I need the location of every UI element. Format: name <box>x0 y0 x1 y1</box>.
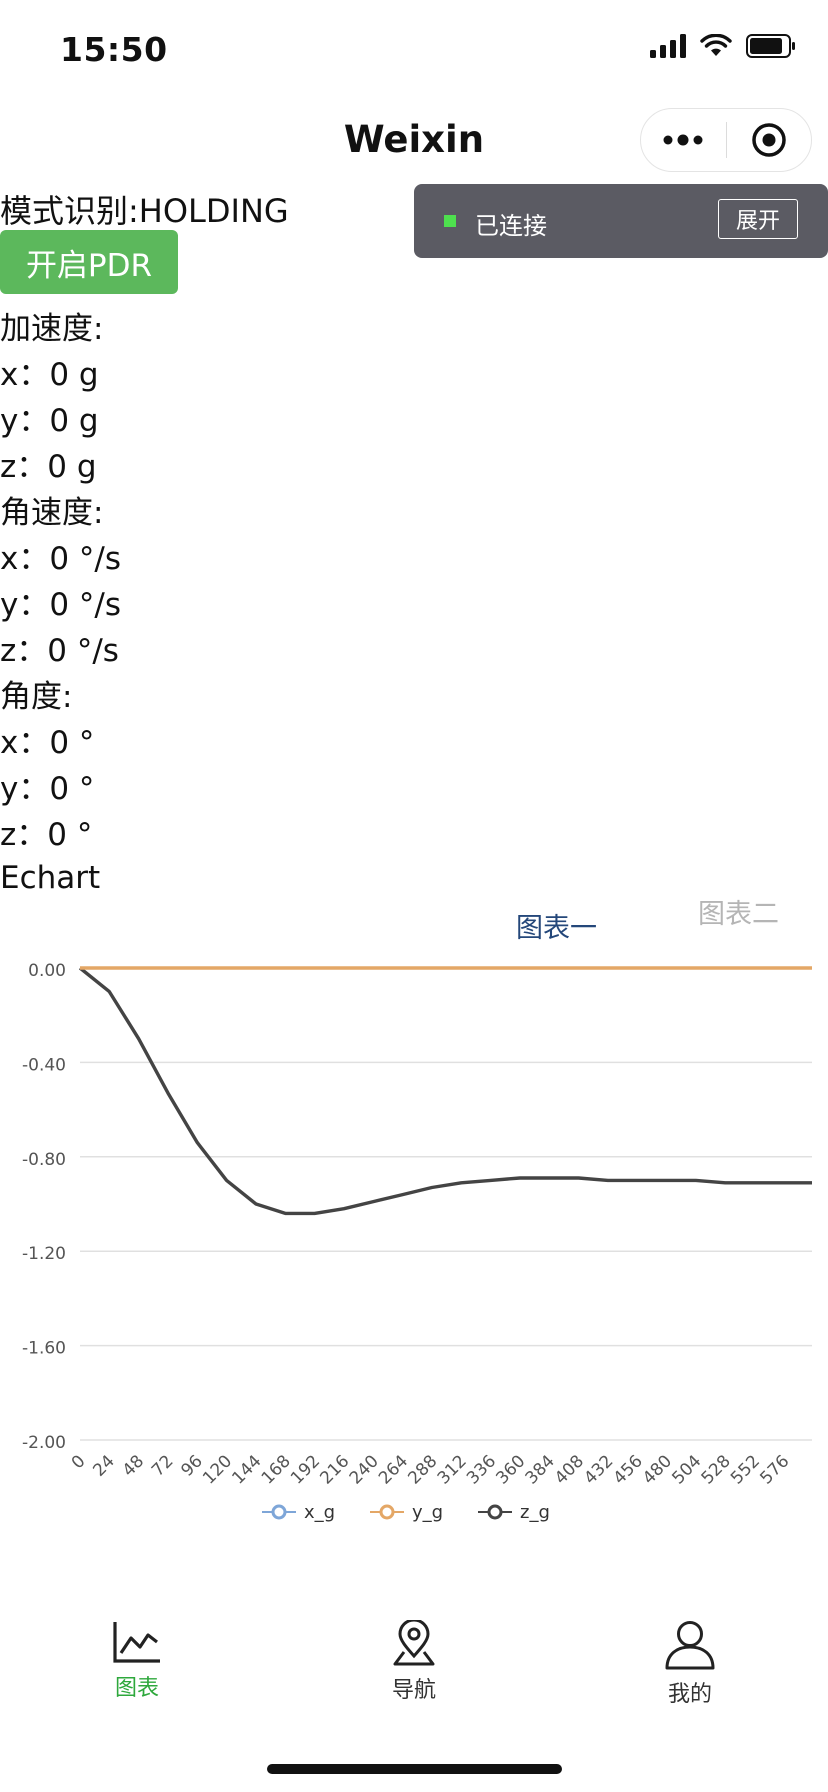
y-tick-label: -0.80 <box>22 1150 66 1170</box>
y-tick-label: 0.00 <box>28 961 66 981</box>
status-bar: 15:50 <box>0 0 828 96</box>
title-bar: Weixin <box>0 100 828 180</box>
accel-x-value: x：0 g <box>0 357 99 393</box>
legend-label: x_g <box>304 1502 335 1523</box>
x-tick-label: 504 <box>668 1451 705 1488</box>
accel-heading: 加速度: <box>0 311 104 347</box>
x-tick-label: 48 <box>119 1451 148 1480</box>
tab-navigation-label: 导航 <box>391 1678 436 1703</box>
x-tick-label: 0 <box>68 1451 90 1473</box>
tab-chart[interactable]: 图表 <box>67 1620 207 1702</box>
chart-tab-one[interactable]: 图表一 <box>516 913 597 944</box>
acceleration-line-chart: 0.00-0.40-0.80-1.20-1.60-2.000 24 48 72 9612… <box>22 961 812 1523</box>
expand-button[interactable]: 展开 <box>718 199 798 239</box>
accel-z-value: z：0 g <box>0 449 97 485</box>
target-circle-icon <box>752 123 786 157</box>
x-tick-label: 24 <box>89 1451 118 1480</box>
bottom-tab-bar: 图表 导航 我的 <box>0 1620 828 1730</box>
gyro-x-value: x：0 °/s <box>0 541 122 577</box>
legend-marker <box>271 1504 287 1520</box>
battery-icon <box>746 34 795 58</box>
y-tick-label: -2.00 <box>22 1433 66 1453</box>
x-tick-label: 456 <box>610 1451 647 1488</box>
angle-z-value: z：0 ° <box>0 817 93 853</box>
close-mini-program-button[interactable] <box>727 109 812 171</box>
x-tick-label: 576 <box>756 1451 793 1488</box>
y-tick-label: -1.60 <box>22 1339 66 1359</box>
cellular-signal-icon <box>650 34 686 58</box>
x-tick-label: 408 <box>551 1451 588 1488</box>
legend-marker <box>487 1504 503 1520</box>
gyro-z-value: z：0 °/s <box>0 633 119 669</box>
connected-status-dot <box>444 215 456 227</box>
page-title: Weixin <box>343 118 485 161</box>
accel-y-value: y：0 g <box>0 403 99 439</box>
y-tick-label: -1.20 <box>22 1244 66 1264</box>
echart-label: Echart <box>0 860 101 896</box>
legend-label: y_g <box>412 1502 443 1523</box>
x-tick-label: 144 <box>228 1451 265 1488</box>
x-tick-label: 480 <box>639 1451 676 1488</box>
x-tick-label: 552 <box>727 1451 764 1488</box>
x-tick-label: 384 <box>522 1451 559 1488</box>
angle-heading: 角度: <box>0 679 73 715</box>
home-indicator <box>267 1764 562 1774</box>
x-tick-label: 168 <box>258 1451 295 1488</box>
mode-recognition-label: 模式识别:HOLDING <box>0 192 289 230</box>
x-tick-label: 264 <box>375 1451 412 1488</box>
status-icons <box>650 34 796 58</box>
x-tick-label: 216 <box>316 1451 353 1488</box>
x-tick-label: 72 <box>148 1451 177 1480</box>
line-chart-icon <box>113 1622 160 1663</box>
capsule-divider <box>725 122 727 158</box>
wifi-icon <box>700 34 732 56</box>
connection-status-text: 已连接 <box>475 212 547 240</box>
x-tick-label: 360 <box>492 1451 529 1488</box>
legend-item-y_g: y_g <box>370 1502 443 1523</box>
angle-x-value: x：0 ° <box>0 725 95 761</box>
chart-tab-two[interactable]: 图表二 <box>698 899 779 930</box>
user-profile-icon <box>665 1621 715 1670</box>
status-time: 15:50 <box>60 30 168 69</box>
legend-item-x_g: x_g <box>262 1502 335 1523</box>
tab-navigation[interactable]: 导航 <box>344 1620 484 1704</box>
start-pdr-button[interactable]: 开启PDR <box>0 230 178 294</box>
x-tick-label: 240 <box>346 1451 383 1488</box>
mini-program-capsule <box>640 108 812 172</box>
x-tick-label: 120 <box>199 1451 236 1488</box>
more-dots-icon <box>663 134 703 146</box>
series-line-z_g <box>78 966 812 1216</box>
more-menu-button[interactable] <box>641 109 726 171</box>
y-tick-label: -0.40 <box>22 1055 66 1075</box>
gyro-heading: 角速度: <box>0 495 104 531</box>
connection-toast: 已连接 展开 <box>414 184 828 258</box>
x-tick-label: 432 <box>580 1451 617 1488</box>
x-tick-label: 312 <box>434 1451 471 1488</box>
x-tick-label: 336 <box>463 1451 500 1488</box>
x-tick-label: 528 <box>698 1451 735 1488</box>
tab-chart-label: 图表 <box>114 1676 159 1701</box>
legend-marker <box>379 1504 395 1520</box>
legend-label: z_g <box>520 1502 550 1523</box>
map-pin-icon <box>393 1620 435 1666</box>
gyro-y-value: y：0 °/s <box>0 587 122 623</box>
legend-item-z_g: z_g <box>478 1502 550 1523</box>
tab-profile[interactable]: 我的 <box>620 1620 760 1708</box>
tab-profile-label: 我的 <box>667 1682 712 1707</box>
x-tick-label: 288 <box>404 1451 441 1488</box>
sensor-readings: 加速度: x：0 g y：0 g z：0 g 角速度: x：0 °/s y：0 … <box>0 306 121 858</box>
x-tick-label: 192 <box>287 1451 324 1488</box>
angle-y-value: y：0 ° <box>0 771 95 807</box>
